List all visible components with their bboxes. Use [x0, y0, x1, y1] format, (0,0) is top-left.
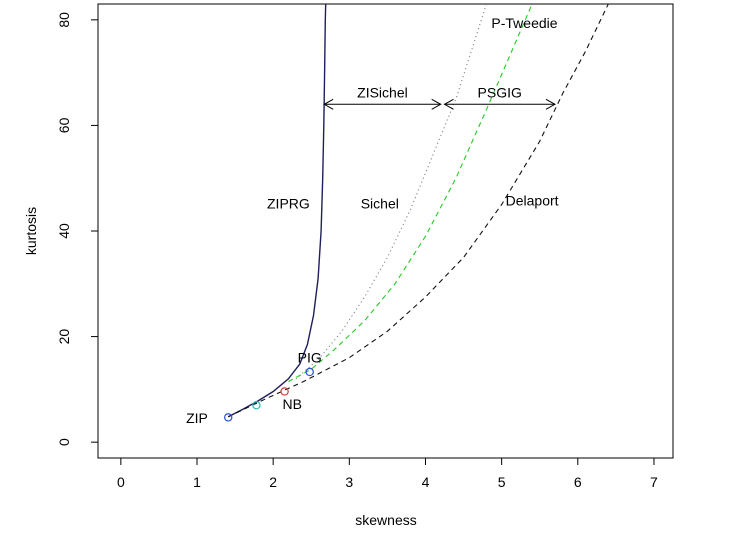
x-tick-label-7: 7 — [650, 474, 658, 490]
series-psgig — [288, 4, 533, 382]
y-tick-label-40: 40 — [56, 223, 72, 239]
range-label-zisichel: ZISichel — [357, 84, 408, 100]
y-tick-label-60: 60 — [56, 117, 72, 133]
x-tick-label-5: 5 — [498, 474, 506, 490]
plot-frame — [97, 3, 674, 459]
point-markers — [224, 367, 314, 422]
label-ziprg: ZIPRG — [267, 195, 310, 211]
curves — [227, 4, 609, 418]
y-tick-label-0: 0 — [56, 438, 72, 446]
x-tick-label-1: 1 — [193, 474, 201, 490]
y-axis: 0 20 40 60 80 — [56, 12, 98, 446]
range-arrow-left-psgig — [443, 98, 454, 110]
series-delaport — [227, 4, 609, 418]
label-delaport: Delaport — [506, 193, 559, 209]
y-tick-label-80: 80 — [56, 12, 72, 28]
x-axis-title: skewness — [355, 512, 416, 528]
point-marker-zip — [224, 413, 233, 422]
x-tick-label-6: 6 — [574, 474, 582, 490]
range-arrow-right-psgig — [545, 98, 556, 110]
point-marker-pig — [305, 367, 314, 377]
label-pig: PIG — [298, 349, 322, 365]
x-axis: 0 1 2 3 4 5 6 7 — [117, 458, 658, 490]
range-arrows: ZISichel PSGIG — [323, 84, 556, 110]
curve-labels: ZIPRG Sichel Delaport P-Tweedie ZIP NB PIG — [186, 15, 559, 426]
y-axis-title: kurtosis — [23, 207, 39, 255]
x-tick-label-3: 3 — [345, 474, 353, 490]
y-tick-label-20: 20 — [56, 329, 72, 345]
point-marker-unlabeled-3 — [252, 401, 261, 410]
x-tick-label-2: 2 — [269, 474, 277, 490]
x-tick-label-0: 0 — [117, 474, 125, 490]
label-sichel: Sichel — [361, 195, 399, 211]
range-arrow-left-zisichel — [323, 98, 334, 110]
series-ziprg — [227, 4, 327, 418]
label-nb: NB — [282, 396, 301, 412]
range-label-psgig: PSGIG — [478, 84, 522, 100]
x-tick-label-4: 4 — [422, 474, 430, 490]
label-p-tweedie: P-Tweedie — [491, 15, 557, 31]
range-arrow-right-zisichel — [431, 98, 442, 110]
label-zip: ZIP — [186, 410, 208, 426]
point-marker-nb — [280, 387, 289, 396]
